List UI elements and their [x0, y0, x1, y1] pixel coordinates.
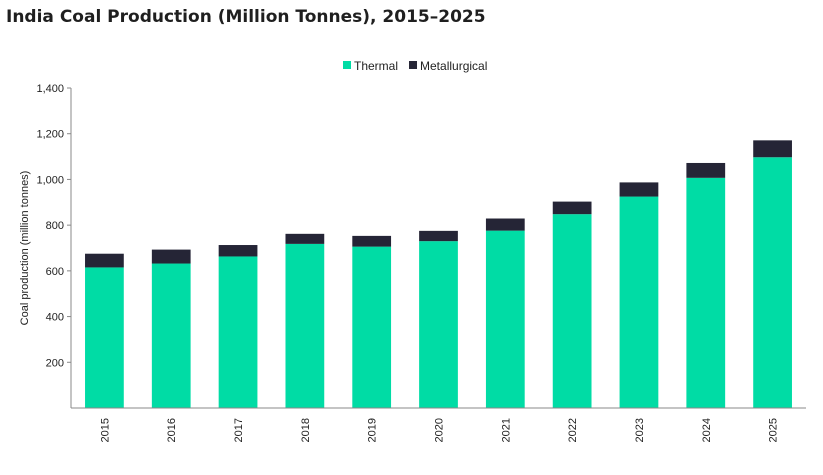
- y-tick-label: 1,400: [36, 83, 64, 95]
- y-tick-label: 800: [46, 220, 64, 232]
- bar-metallurgical-2018: [285, 233, 325, 244]
- bar-metallurgical-2025: [753, 140, 792, 158]
- bar-thermal-2017: [218, 256, 258, 408]
- bar-thermal-2022: [552, 214, 592, 408]
- bar-thermal-2019: [352, 246, 392, 408]
- x-tick-label: 2015: [99, 418, 111, 442]
- legend-swatch-metallurgical: [409, 61, 418, 69]
- bar-thermal-2024: [686, 177, 726, 408]
- y-tick-label: 200: [46, 357, 64, 369]
- x-tick-label: 2020: [434, 418, 446, 442]
- bar-metallurgical-2016: [151, 249, 191, 264]
- y-tick-label: 1,000: [36, 174, 64, 186]
- bar-thermal-2025: [753, 157, 792, 408]
- bars: [85, 140, 792, 408]
- x-tick-label: 2024: [701, 418, 713, 442]
- x-tick-label: 2018: [300, 418, 312, 442]
- legend-label-thermal: Thermal: [354, 59, 398, 73]
- x-tick-label: 2022: [567, 418, 579, 442]
- x-tick-label: 2016: [166, 418, 178, 442]
- x-tick-label: 2017: [233, 418, 245, 442]
- y-tick-label: 600: [46, 266, 64, 278]
- y-tick-label: 1,200: [36, 129, 64, 141]
- bar-metallurgical-2021: [485, 218, 525, 231]
- bar-metallurgical-2022: [552, 201, 592, 215]
- bar-metallurgical-2023: [619, 182, 659, 197]
- x-tick-label: 2021: [500, 418, 512, 442]
- legend: Thermal Metallurgical: [343, 59, 487, 73]
- bar-thermal-2016: [151, 263, 191, 408]
- bar-thermal-2015: [85, 267, 124, 408]
- x-tick-label: 2025: [768, 418, 780, 442]
- x-tick-label: 2023: [634, 418, 646, 442]
- bar-metallurgical-2017: [218, 245, 258, 257]
- y-tick-label: 400: [46, 312, 64, 324]
- bar-metallurgical-2015: [85, 253, 124, 268]
- bar-thermal-2020: [419, 241, 458, 408]
- bar-thermal-2021: [485, 230, 525, 408]
- chart-title: India Coal Production (Million Tonnes), …: [6, 7, 486, 27]
- bar-thermal-2023: [619, 196, 659, 408]
- bar-metallurgical-2019: [352, 235, 392, 247]
- legend-swatch-thermal: [343, 61, 351, 69]
- legend-label-metallurgical: Metallurgical: [420, 59, 487, 73]
- bar-metallurgical-2020: [419, 230, 458, 242]
- x-axis: 2015 2016 2017 2018 2019 2020 2021 2022 2023 2024…: [71, 407, 806, 442]
- x-tick-label: 2019: [367, 418, 379, 442]
- bar-thermal-2018: [285, 243, 325, 408]
- y-axis-title: Coal production (million tonnes): [19, 171, 31, 326]
- y-axis: 200 400 600 800 1,000 1,200 1,400: [36, 83, 72, 408]
- bar-metallurgical-2024: [686, 162, 726, 178]
